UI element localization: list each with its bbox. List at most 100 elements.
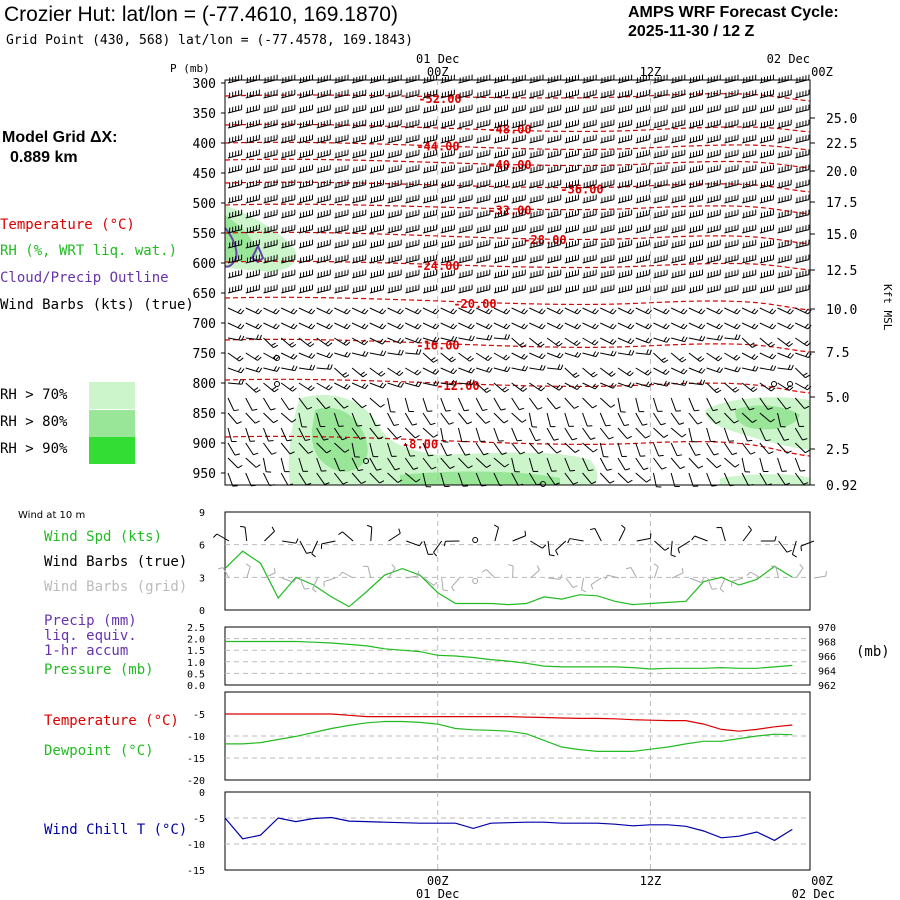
rh-shading-2 — [288, 394, 598, 485]
page-title: Crozier Hut: lat/lon = (-77.4610, 169.18… — [4, 3, 398, 26]
pressure-line — [225, 640, 793, 670]
pressure-tick-label: 450 — [193, 167, 216, 182]
legend-rh: RH (%, WRT liq. wat.) — [0, 243, 178, 259]
legend-pressure: Pressure (mb) — [44, 662, 154, 678]
rh-shading-3 — [311, 407, 368, 472]
top-day-label: 01 Dec — [416, 52, 459, 66]
wind-panel-frame — [224, 511, 811, 611]
bottom-hour-label: 00Z — [427, 874, 449, 888]
top-hour-label: 12Z — [640, 65, 662, 79]
pressure-tick-label: 900 — [193, 437, 216, 452]
bottom-day-label: 01 Dec — [416, 887, 459, 900]
precip-axis-tick-label: 1.0 — [187, 658, 205, 669]
forecast-cycle-label: AMPS WRF Forecast Cycle: — [628, 4, 839, 21]
temperature-contour-label: -20.00 — [453, 297, 496, 311]
legend-barbs-true: Wind Barbs (true) — [44, 554, 188, 570]
precip-axis-tick-label: 0.5 — [187, 669, 205, 680]
legend-wind-barbs: Wind Barbs (kts) (true) — [0, 297, 194, 313]
temperature-contour — [224, 231, 811, 245]
temperature-contour — [224, 435, 811, 457]
legend-box-rh70 — [89, 382, 135, 409]
height-tick-label: 17.5 — [826, 196, 857, 211]
pressure-tick-label: 850 — [193, 407, 216, 422]
pressure-tick-label: 950 — [193, 467, 216, 482]
height-tick-label: 0.92 — [826, 479, 857, 494]
pressure-tick-label: 600 — [193, 257, 216, 272]
legend-dewpoint: Dewpoint (°C) — [44, 743, 154, 759]
legend-cloud: Cloud/Precip Outline — [0, 270, 169, 286]
height-axis-label: Kft MSL — [881, 284, 894, 331]
height-tick-label: 2.5 — [826, 443, 849, 458]
legend-sfc-temp: Temperature (°C) — [44, 713, 179, 729]
calm-10m-true — [472, 537, 479, 543]
wind-axis-tick-label: 0 — [199, 606, 205, 617]
legend-precip-liq: liq. equiv. — [44, 628, 137, 644]
rh-shading-1 — [225, 215, 258, 262]
height-tick-label: 25.0 — [826, 112, 857, 127]
bottom-day-label: 02 Dec — [792, 887, 835, 900]
wind-barbs-profile — [227, 74, 812, 488]
calm-wind-marker — [363, 458, 369, 464]
height-tick-label: 15.0 — [826, 228, 857, 243]
rh-shading-7 — [720, 474, 810, 485]
calm-wind-marker — [540, 481, 546, 487]
temperature-axis-tick-label: -10 — [187, 732, 205, 743]
legend-precip-accum: 1-hr accum — [44, 643, 129, 659]
height-tick-label: 20.0 — [826, 165, 857, 180]
pressure-tick-label: 962 — [818, 681, 836, 692]
pressure-tick-label: 970 — [818, 623, 836, 634]
temperature-contour — [224, 181, 811, 193]
bottom-hour-label: 12Z — [640, 874, 662, 888]
height-tick-label: 10.0 — [826, 303, 857, 318]
precip-axis-tick-label: 0.0 — [187, 681, 205, 692]
windchill-panel-frame — [224, 791, 811, 871]
calm-wind-marker — [274, 381, 280, 387]
legend-box-rh90 — [89, 437, 135, 464]
pressure-tick-label: 700 — [193, 317, 216, 332]
temperature-contour-label: -16.00 — [416, 338, 459, 352]
windchill-axis-tick-label: -10 — [187, 840, 205, 851]
pressure-tick-label: 968 — [818, 638, 836, 649]
pressure-tick-label: 550 — [193, 227, 216, 242]
calm-wind-marker — [771, 381, 777, 387]
temperature-contour-label: -44.00 — [416, 140, 459, 154]
calm-10m-grid — [472, 578, 479, 584]
height-tick-label: 12.5 — [826, 264, 857, 279]
temperature-axis-tick-label: -20 — [187, 776, 205, 787]
windchill-axis-tick-label: -5 — [193, 814, 205, 825]
grid-point-label: Grid Point (430, 568) lat/lon = (-77.457… — [6, 33, 413, 48]
pressure-tick-label: 400 — [193, 137, 216, 152]
pressure-tick-label: 350 — [193, 107, 216, 122]
temperature-contour-label: -8.00 — [402, 437, 438, 451]
temperature-contour-label: -24.00 — [416, 259, 459, 273]
legend-box-rh80 — [89, 410, 135, 437]
windchill-axis-tick-label: 0 — [199, 788, 205, 799]
pressure-tick-label: 500 — [193, 197, 216, 212]
pressure-tick-label: 300 — [193, 77, 216, 92]
pressure-tick-label: 800 — [193, 377, 216, 392]
pressure-tick-label: 650 — [193, 287, 216, 302]
wind-speed-line — [224, 550, 793, 608]
model-grid-value: 0.889 km — [10, 149, 78, 166]
legend-wind-speed: Wind Spd (kts) — [44, 529, 163, 545]
legend-rh80: RH > 80% — [0, 414, 68, 430]
temperature-contour — [224, 158, 811, 169]
model-grid-label: Model Grid ΔX: — [2, 129, 118, 146]
temperature-line — [225, 713, 793, 732]
temperature-contour — [224, 296, 811, 311]
wind-axis-tick-label: 3 — [199, 573, 205, 584]
wind-barbs-10m — [212, 524, 827, 593]
rh-shading-6 — [735, 405, 800, 430]
rh-shading-4 — [400, 471, 560, 485]
windchill-line — [224, 816, 793, 842]
precip-panel-frame — [224, 626, 811, 686]
pressure-unit: (mb) — [856, 644, 890, 660]
legend-precip: Precip (mm) — [44, 613, 137, 629]
legend-temperature: Temperature (°C) — [0, 217, 135, 233]
temperature-contour-label: -40.00 — [488, 158, 531, 172]
wind10m-label: Wind at 10 m — [18, 510, 86, 521]
top-hour-label: 00Z — [427, 65, 449, 79]
temperature-contour — [224, 378, 811, 394]
temperature-contour — [224, 203, 811, 215]
temperature-axis-tick-label: -15 — [187, 754, 205, 765]
